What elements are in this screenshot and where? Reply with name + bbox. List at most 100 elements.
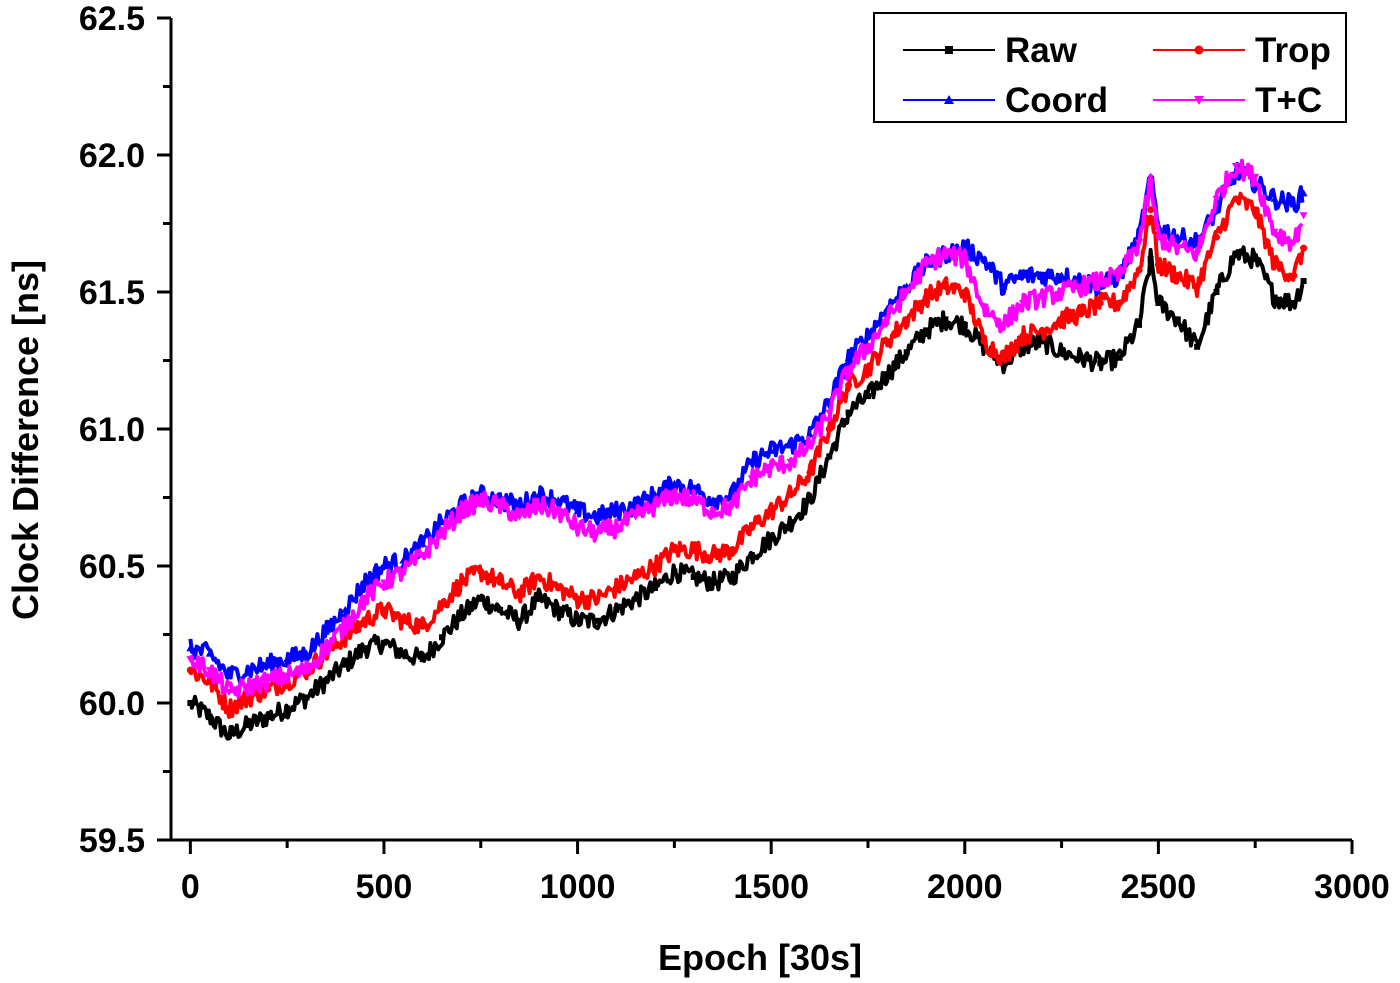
- data-point: [1135, 266, 1143, 274]
- data-point: [1300, 278, 1307, 285]
- data-point: [1251, 206, 1259, 214]
- data-point: [1290, 272, 1298, 280]
- data-point: [496, 502, 505, 510]
- data-point: [864, 393, 871, 400]
- data-point: [942, 316, 949, 323]
- data-point: [768, 535, 775, 542]
- data-point: [1300, 244, 1308, 252]
- data-point: [1299, 189, 1308, 197]
- data-point: [613, 606, 620, 613]
- data-point: [284, 705, 291, 712]
- data-point: [1038, 326, 1046, 334]
- data-point: [883, 316, 892, 324]
- data-point: [573, 524, 582, 532]
- data-point: [923, 327, 930, 334]
- series-raw: [187, 245, 1307, 741]
- data-point: [477, 595, 484, 602]
- data-point: [245, 721, 252, 728]
- legend-marker: [944, 95, 954, 104]
- data-point: [1270, 228, 1279, 236]
- legend-label: Raw: [1005, 31, 1078, 70]
- data-point: [1116, 354, 1123, 361]
- x-axis-title: Epoch [30s]: [658, 937, 862, 978]
- data-point: [438, 600, 446, 608]
- legend-item: Trop: [1153, 31, 1331, 70]
- data-point: [457, 578, 465, 586]
- data-point: [1038, 294, 1047, 302]
- data-point: [1232, 195, 1240, 203]
- plot-lines: [186, 158, 1308, 741]
- data-point: [709, 496, 718, 504]
- data-point: [379, 579, 388, 587]
- data-point: [418, 540, 427, 548]
- data-point: [689, 485, 698, 493]
- data-point: [341, 605, 350, 613]
- data-point: [1194, 343, 1201, 350]
- series-trop: [186, 191, 1308, 719]
- data-point: [187, 700, 194, 706]
- data-point: [748, 552, 755, 559]
- data-point: [592, 530, 601, 538]
- data-point: [1018, 299, 1027, 307]
- data-point: [497, 606, 504, 613]
- data-point: [457, 508, 466, 516]
- data-point: [902, 289, 911, 296]
- data-point: [303, 694, 310, 701]
- data-point: [941, 250, 950, 258]
- data-point: [1096, 278, 1105, 286]
- data-point: [612, 584, 620, 592]
- data-point: [1097, 360, 1104, 367]
- data-point: [844, 365, 853, 373]
- data-point: [1154, 234, 1163, 242]
- data-point: [845, 381, 853, 389]
- data-point: [380, 639, 387, 646]
- data-point: [1154, 261, 1162, 269]
- data-point: [535, 595, 542, 602]
- data-point: [1039, 338, 1046, 345]
- data-point: [322, 678, 329, 685]
- data-point: [380, 606, 388, 614]
- data-point: [244, 666, 253, 674]
- data-point: [1232, 250, 1239, 257]
- data-point: [961, 321, 968, 328]
- data-point: [400, 650, 407, 657]
- data-point: [903, 349, 910, 356]
- data-point: [225, 704, 233, 712]
- data-point: [264, 713, 271, 720]
- x-tick-label: 500: [356, 868, 413, 906]
- data-point: [863, 331, 872, 339]
- data-point: [321, 627, 330, 635]
- data-point: [960, 256, 969, 264]
- data-point: [980, 255, 989, 263]
- data-point: [806, 497, 813, 504]
- data-point: [1057, 289, 1066, 296]
- data-point: [439, 634, 446, 641]
- data-point: [496, 578, 504, 586]
- legend-label: Coord: [1005, 81, 1108, 120]
- data-point: [186, 656, 195, 664]
- data-point: [922, 293, 930, 301]
- data-point: [787, 491, 795, 499]
- data-point: [573, 507, 582, 515]
- data-point: [263, 678, 272, 686]
- data-point: [1155, 299, 1162, 306]
- y-tick-label: 60.0: [79, 685, 145, 723]
- data-point: [1136, 321, 1143, 328]
- data-point: [922, 261, 931, 269]
- data-point: [883, 337, 891, 345]
- data-point: [399, 568, 408, 576]
- legend-item: Coord: [903, 81, 1108, 120]
- data-point: [458, 612, 465, 619]
- data-point: [419, 656, 426, 663]
- data-point: [1058, 315, 1066, 323]
- data-point: [1212, 233, 1220, 241]
- data-point: [1135, 239, 1144, 247]
- data-point: [593, 595, 601, 603]
- data-point: [1077, 310, 1085, 318]
- data-point: [574, 595, 582, 603]
- data-point: [399, 617, 407, 625]
- data-point: [1173, 233, 1182, 241]
- data-point: [302, 667, 311, 675]
- data-point: [593, 617, 600, 624]
